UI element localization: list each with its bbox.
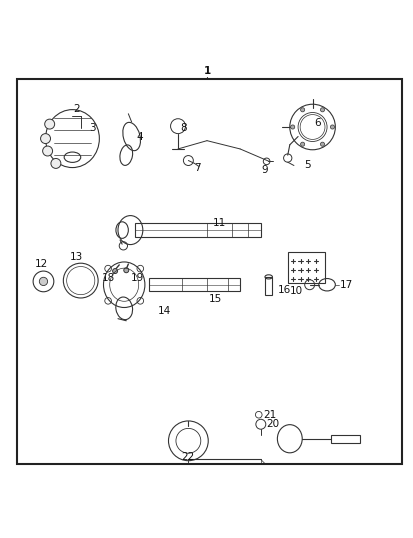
Circle shape xyxy=(43,146,52,156)
Text: 2: 2 xyxy=(73,104,80,114)
Text: 16: 16 xyxy=(277,285,290,295)
Circle shape xyxy=(51,159,61,168)
Circle shape xyxy=(290,125,294,129)
Text: 8: 8 xyxy=(180,123,186,133)
Circle shape xyxy=(39,277,47,286)
Circle shape xyxy=(300,108,304,112)
Circle shape xyxy=(40,133,50,144)
Text: 13: 13 xyxy=(70,252,83,261)
Circle shape xyxy=(320,108,324,112)
Text: 4: 4 xyxy=(136,131,143,141)
Text: 11: 11 xyxy=(212,217,225,228)
Bar xyxy=(330,435,359,443)
Text: 20: 20 xyxy=(265,419,278,429)
Text: 18: 18 xyxy=(102,273,115,283)
Text: 19: 19 xyxy=(130,273,143,283)
Circle shape xyxy=(320,142,324,146)
Bar xyxy=(134,223,260,237)
Circle shape xyxy=(330,125,334,129)
Circle shape xyxy=(45,119,55,129)
Text: 21: 21 xyxy=(263,410,276,420)
Text: 9: 9 xyxy=(261,165,268,175)
Text: 6: 6 xyxy=(314,118,320,128)
Text: 15: 15 xyxy=(208,294,221,304)
Text: 14: 14 xyxy=(157,306,170,316)
Bar xyxy=(287,252,324,284)
Text: 17: 17 xyxy=(339,280,352,290)
Text: 5: 5 xyxy=(304,160,310,169)
Circle shape xyxy=(300,142,304,146)
Text: 10: 10 xyxy=(289,286,302,296)
Text: 7: 7 xyxy=(194,163,201,173)
Circle shape xyxy=(112,268,117,273)
Text: 22: 22 xyxy=(181,452,195,462)
Circle shape xyxy=(123,268,128,273)
Text: 1: 1 xyxy=(203,67,210,76)
Text: 3: 3 xyxy=(89,123,95,133)
Bar xyxy=(149,278,240,292)
Text: 12: 12 xyxy=(35,259,48,269)
Bar xyxy=(264,277,272,295)
